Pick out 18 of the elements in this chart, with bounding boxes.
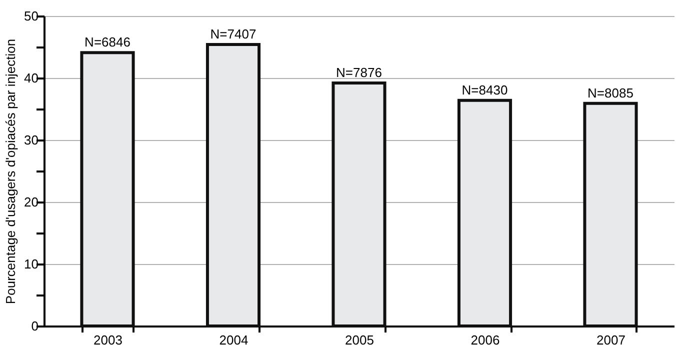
annotation: N=6846 [84,34,130,50]
y-axis-title: Pourcentage d'usagers d'opiacés par injection [3,38,18,304]
annotation: N=8430 [462,82,508,98]
bar [332,81,386,328]
annotation: N=7876 [336,64,382,80]
y-tick-label: 50 [24,8,38,24]
bar [583,102,638,328]
x-tick-label: 2005 [345,332,374,345]
bar [80,51,135,328]
annotation: N=7407 [210,26,256,42]
x-tick-label: 2007 [596,332,626,345]
x-tick-label: 2003 [94,332,122,345]
bar [206,43,261,328]
x-tick-label: 2006 [470,332,500,345]
bar [457,98,512,328]
y-tick-label: 30 [24,132,38,148]
annotation: N=8085 [588,85,634,100]
x-tick-label: 2004 [219,332,248,345]
